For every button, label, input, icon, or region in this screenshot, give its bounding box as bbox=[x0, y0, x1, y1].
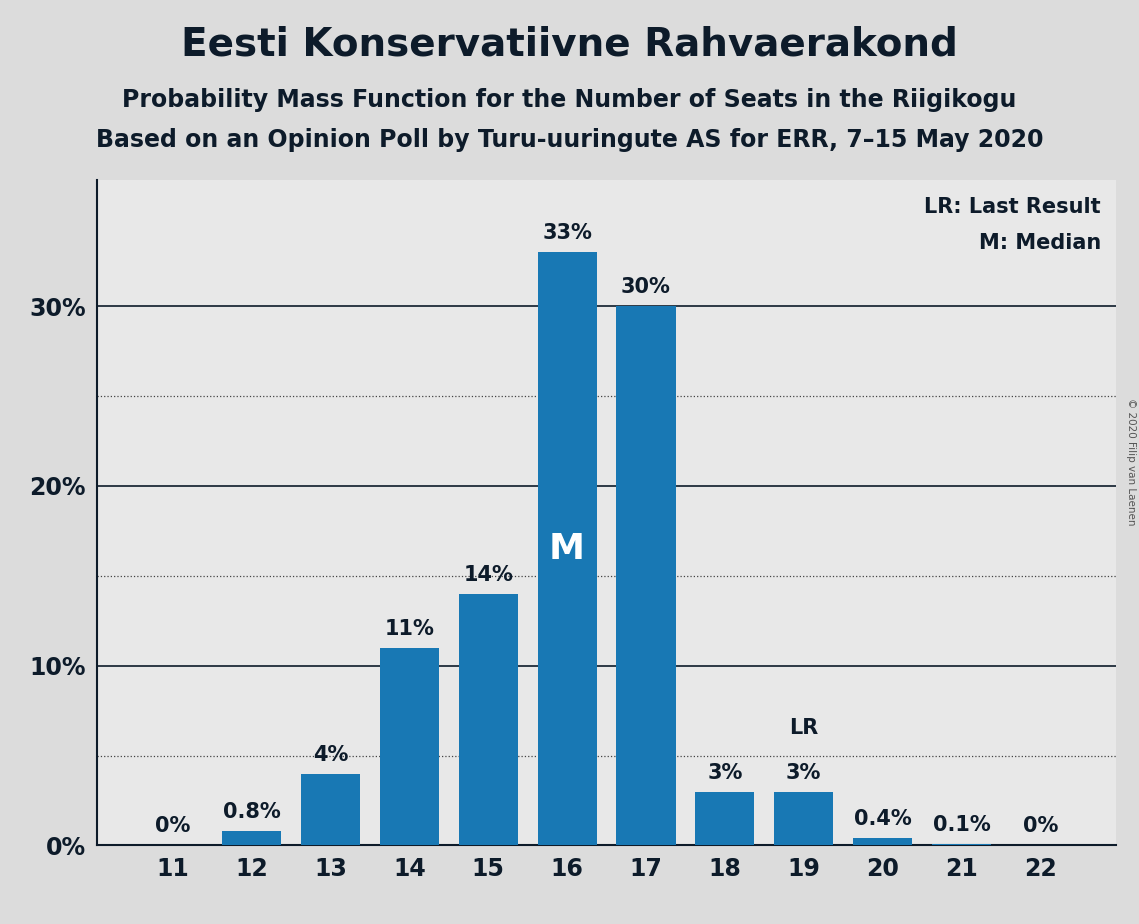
Text: 30%: 30% bbox=[621, 277, 671, 297]
Text: M: M bbox=[549, 532, 585, 565]
Bar bbox=[538, 252, 597, 845]
Bar bbox=[932, 844, 991, 845]
Bar bbox=[379, 648, 439, 845]
Text: 0.4%: 0.4% bbox=[854, 809, 911, 829]
Bar bbox=[853, 838, 912, 845]
Text: LR: Last Result: LR: Last Result bbox=[925, 197, 1101, 217]
Text: 0%: 0% bbox=[1023, 817, 1058, 836]
Bar bbox=[459, 594, 518, 845]
Text: 0.8%: 0.8% bbox=[223, 802, 280, 822]
Text: 11%: 11% bbox=[384, 619, 434, 638]
Text: 33%: 33% bbox=[542, 223, 592, 243]
Bar bbox=[222, 831, 281, 845]
Text: 3%: 3% bbox=[707, 762, 743, 783]
Bar bbox=[775, 792, 834, 845]
Text: M: Median: M: Median bbox=[978, 234, 1101, 253]
Bar bbox=[301, 773, 360, 845]
Text: Probability Mass Function for the Number of Seats in the Riigikogu: Probability Mass Function for the Number… bbox=[122, 88, 1017, 112]
Text: © 2020 Filip van Laenen: © 2020 Filip van Laenen bbox=[1126, 398, 1136, 526]
Text: 0%: 0% bbox=[155, 817, 190, 836]
Text: 3%: 3% bbox=[786, 762, 821, 783]
Text: Eesti Konservatiivne Rahvaerakond: Eesti Konservatiivne Rahvaerakond bbox=[181, 26, 958, 64]
Text: 0.1%: 0.1% bbox=[933, 815, 990, 834]
Bar bbox=[616, 306, 675, 845]
Text: LR: LR bbox=[789, 718, 818, 737]
Text: Based on an Opinion Poll by Turu-uuringute AS for ERR, 7–15 May 2020: Based on an Opinion Poll by Turu-uuringu… bbox=[96, 128, 1043, 152]
Text: 4%: 4% bbox=[313, 745, 349, 764]
Text: 14%: 14% bbox=[464, 565, 514, 585]
Bar bbox=[695, 792, 754, 845]
